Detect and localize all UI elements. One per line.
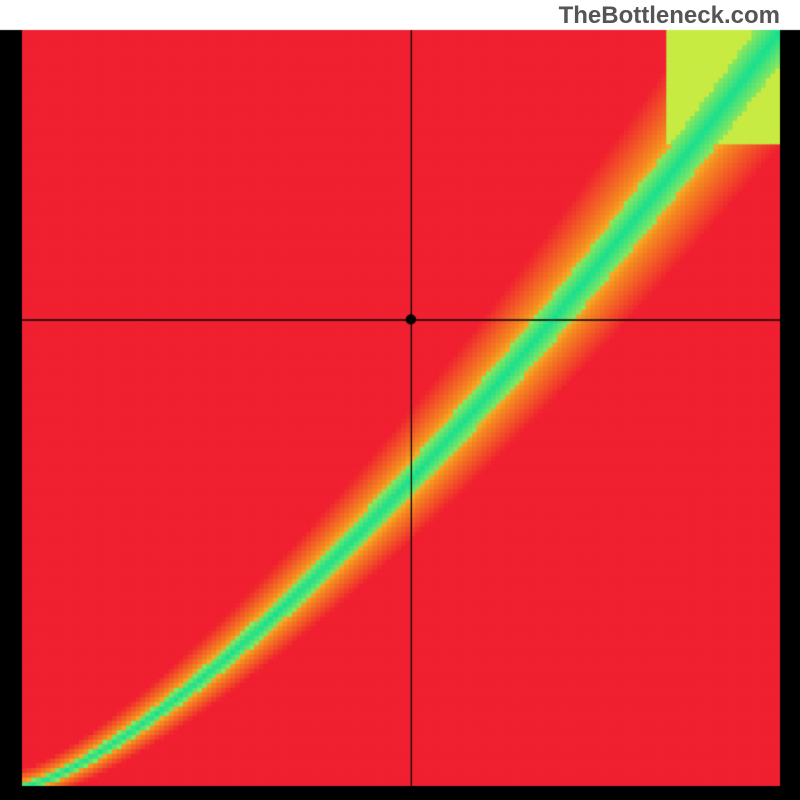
heatmap-canvas	[0, 0, 800, 800]
watermark-text: TheBottleneck.com	[559, 2, 780, 30]
